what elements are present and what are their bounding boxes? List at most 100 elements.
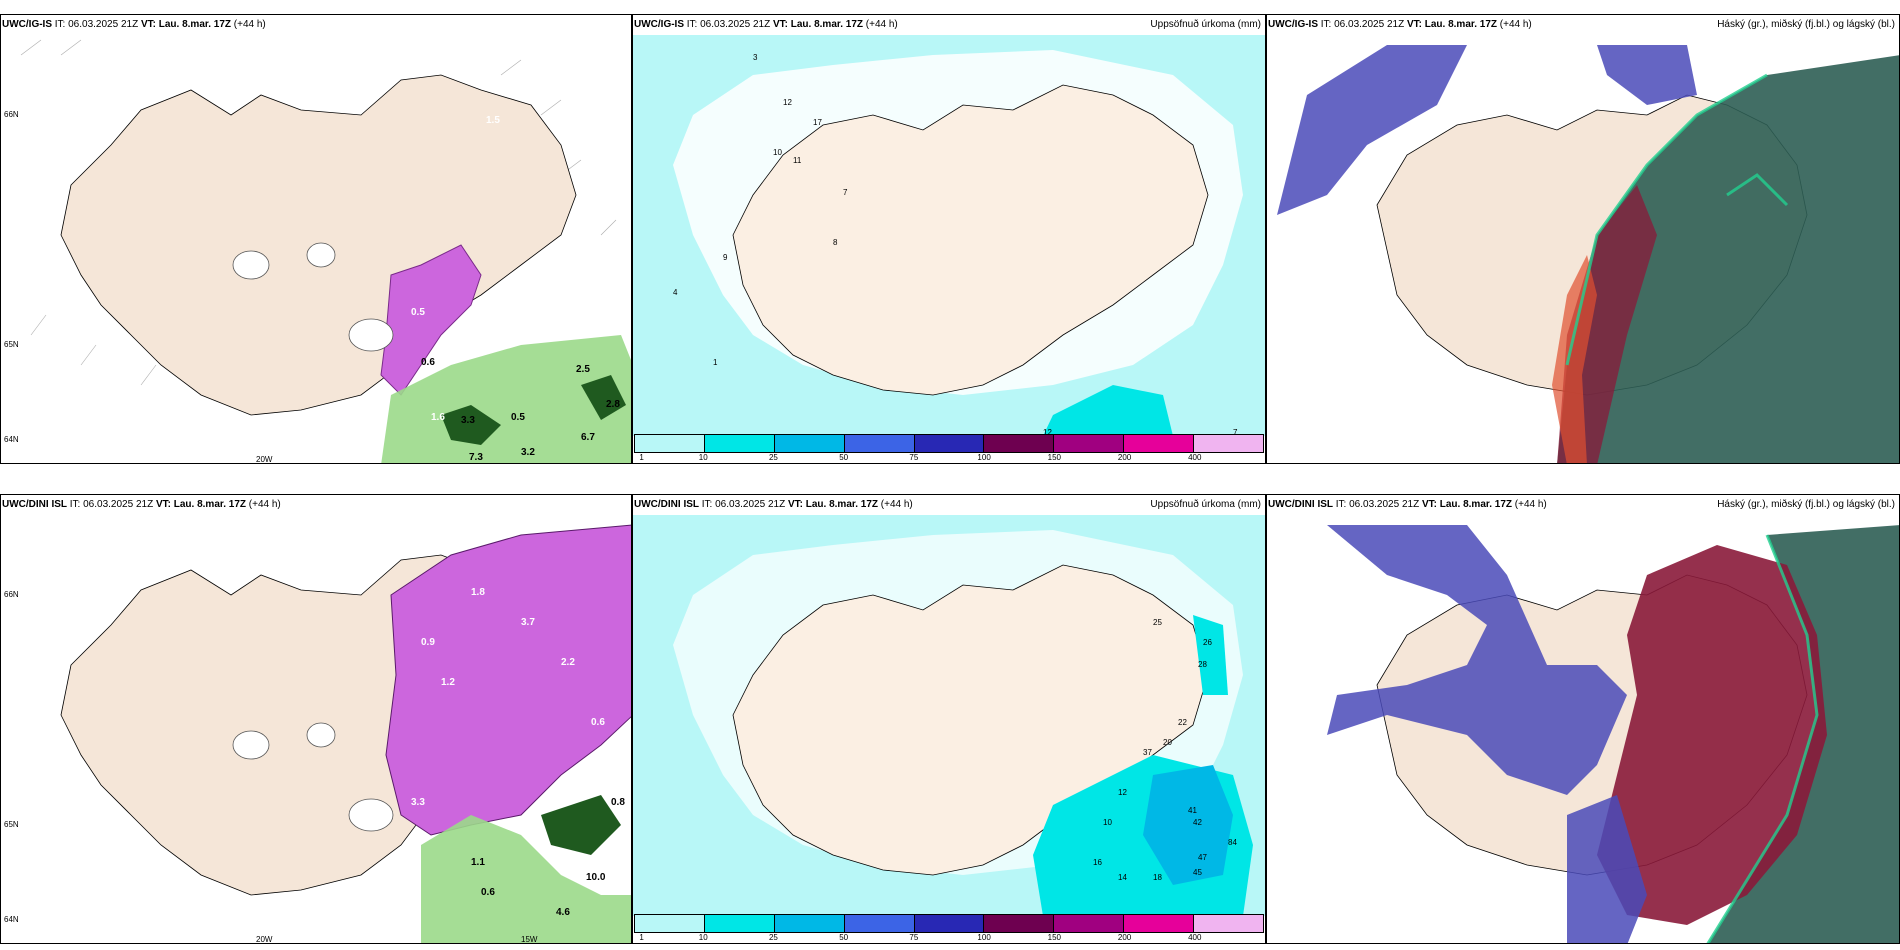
precip-value: 11	[793, 156, 802, 165]
valid-time: Lau. 8.mar. 17Z	[158, 19, 232, 30]
high-cloud	[1708, 525, 1899, 943]
lat-tick: 65N	[4, 340, 19, 349]
map-panel-dini-wind: UWC/DINI ISL IT: 06.03.2025 21Z VT: Lau.…	[0, 494, 632, 944]
rain-area	[381, 335, 631, 463]
legend-label: 25	[768, 453, 778, 462]
init-time: IT: 06.03.2025 21Z	[1320, 19, 1405, 30]
legend-label: 10	[698, 933, 708, 942]
legend-swatch	[774, 435, 845, 452]
legend-swatch	[1054, 915, 1125, 932]
snow-value: 4.6	[556, 907, 570, 918]
legend-label: 150	[1047, 453, 1062, 462]
snow-value: 0.6	[591, 717, 605, 728]
precip-value: 7	[1233, 428, 1238, 436]
snow-value: 10.0	[586, 872, 606, 883]
legend-label: 50	[839, 453, 849, 462]
precip-value: 10	[773, 148, 782, 157]
legend-label: 100	[977, 453, 991, 462]
init-time: IT: 06.03.2025 21Z	[54, 19, 139, 30]
snow-area	[385, 524, 631, 836]
init-time: IT: 06.03.2025 21Z	[69, 499, 154, 510]
lead-time: (+44 h)	[248, 499, 281, 510]
precip-value: 26	[1203, 638, 1212, 647]
panel-header: UWC/DINI ISL IT: 06.03.2025 21Z VT: Lau.…	[633, 495, 1265, 515]
precip-value: 9	[723, 253, 728, 262]
snow-value: 1.1	[471, 857, 485, 868]
precip-value: 84	[1228, 838, 1237, 847]
precip-value: 47	[1198, 853, 1207, 862]
legend-swatch	[774, 915, 845, 932]
panel-title: Háský (gr.), miðský (fj.bl.) og lágský (…	[1717, 499, 1895, 510]
precip-value: 12	[1043, 428, 1052, 436]
lead-time: (+44 h)	[865, 19, 898, 30]
legend-labels: 1 10 25 50 75 100 150 200 400	[633, 453, 1265, 463]
legend-label: 200	[1117, 933, 1132, 942]
legend-swatch	[984, 435, 1055, 452]
legend-label: 150	[1047, 933, 1062, 942]
low-cloud	[1277, 45, 1467, 215]
valid-time-label: VT:	[155, 499, 171, 510]
lon-tick: 15W	[521, 935, 538, 944]
model-name: UWC/DINI ISL	[634, 499, 699, 510]
precip-value: 4	[673, 288, 678, 297]
panel-header: UWC/IG-IS IT: 06.03.2025 21Z VT: Lau. 8.…	[1267, 15, 1899, 35]
snow-value: 0.6	[481, 887, 495, 898]
model-name: UWC/IG-IS	[634, 19, 684, 30]
lon-tick: 20W	[256, 455, 273, 464]
precip-value: 37	[1143, 748, 1152, 757]
snow-value: 1.6	[431, 412, 445, 423]
snow-value: 1.2	[441, 677, 455, 688]
map-panel-igis-wind: UWC/IG-IS IT: 06.03.2025 21Z VT: Lau. 8.…	[0, 14, 632, 464]
valid-time: Lau. 8.mar. 17Z	[790, 19, 864, 30]
snow-value: 0.9	[421, 637, 435, 648]
precip-value: 12	[1118, 788, 1127, 797]
precip-legend: 1 10 25 50 75 100 150 200 400	[633, 434, 1265, 463]
panel-title: Uppsöfnuð úrkoma (mm)	[1150, 499, 1261, 510]
legend-colorbar	[634, 434, 1264, 453]
legend-swatch	[704, 915, 775, 932]
precip-value: 14	[1118, 873, 1127, 882]
snow-value: 6.7	[581, 432, 595, 443]
precip-value: 7	[843, 188, 848, 197]
valid-time-label: VT:	[772, 19, 788, 30]
lat-tick: 65N	[4, 820, 19, 829]
legend-label: 75	[909, 933, 919, 942]
lat-tick: 66N	[4, 110, 19, 119]
precip-value: 45	[1193, 868, 1202, 877]
legend-label: 1	[639, 453, 644, 462]
map-panel-dini-cloud: UWC/DINI ISL IT: 06.03.2025 21Z VT: Lau.…	[1266, 494, 1900, 944]
panel-title: Uppsöfnuð úrkoma (mm)	[1150, 19, 1261, 30]
lead-time: (+44 h)	[1499, 19, 1532, 30]
valid-time-label: VT:	[1421, 499, 1437, 510]
precip-value: 42	[1193, 818, 1202, 827]
snow-value: 1.8	[471, 587, 485, 598]
legend-swatch	[1194, 435, 1264, 452]
map-panel-dini-precip: UWC/DINI ISL IT: 06.03.2025 21Z VT: Lau.…	[632, 494, 1266, 944]
legend-swatch	[914, 915, 985, 932]
legend-swatch	[635, 435, 705, 452]
model-name: UWC/IG-IS	[2, 19, 52, 30]
precip-legend: 1 10 25 50 75 100 150 200 400	[633, 914, 1265, 943]
legend-label: 400	[1188, 453, 1202, 462]
snow-value: 0.5	[511, 412, 525, 423]
snow-value: 2.5	[576, 364, 590, 375]
snow-value: 3.3	[411, 797, 425, 808]
legend-label: 100	[977, 933, 991, 942]
init-time: IT: 06.03.2025 21Z	[1335, 499, 1420, 510]
panel-header: UWC/IG-IS IT: 06.03.2025 21Z VT: Lau. 8.…	[633, 15, 1265, 35]
init-time: IT: 06.03.2025 21Z	[686, 19, 771, 30]
lat-tick: 64N	[4, 435, 19, 444]
wind-snow-map: 1.5 0.5 0.6 1.6 3.3 0.5 2.5 2.8 6.7 7.3 …	[1, 35, 631, 463]
legend-swatch	[984, 915, 1055, 932]
cloud-map	[1267, 35, 1899, 463]
legend-swatch	[1124, 915, 1195, 932]
legend-label: 1	[639, 933, 644, 942]
model-name: UWC/IG-IS	[1268, 19, 1318, 30]
cloud-map	[1267, 515, 1899, 943]
precip-value: 3	[753, 53, 758, 62]
legend-label: 50	[839, 933, 849, 942]
snow-value: 1.5	[486, 115, 500, 126]
snow-value: 3.3	[461, 415, 475, 426]
valid-time-label: VT:	[140, 19, 156, 30]
map-panel-igis-precip: UWC/IG-IS IT: 06.03.2025 21Z VT: Lau. 8.…	[632, 14, 1266, 464]
